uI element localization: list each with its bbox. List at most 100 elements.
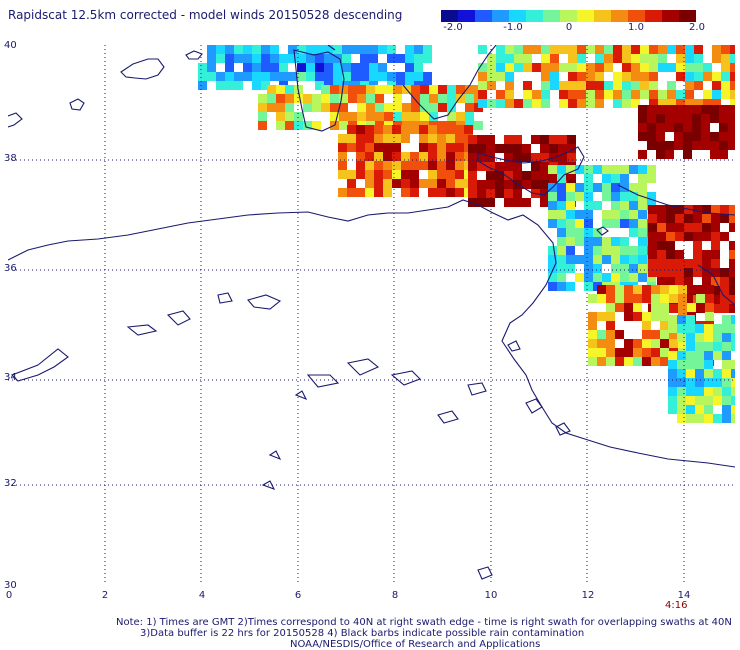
wind-cell: [540, 153, 549, 162]
wind-cell: [702, 277, 711, 286]
wind-cell: [294, 94, 303, 103]
wind-cell: [622, 72, 631, 81]
wind-cell: [710, 150, 719, 159]
wind-cell: [588, 294, 597, 303]
wind-cell: [392, 170, 401, 179]
wind-cell: [629, 228, 638, 237]
wind-cell: [647, 273, 656, 282]
wind-cell: [496, 99, 505, 108]
wind-cell: [312, 94, 321, 103]
wind-cell: [675, 214, 684, 223]
wind-cell: [261, 81, 270, 90]
wind-cell: [606, 321, 615, 330]
wind-cell: [496, 90, 505, 99]
colorbar-swatch: [543, 10, 560, 22]
wind-cell: [504, 135, 513, 144]
wind-cell: [288, 45, 297, 54]
wind-cell: [684, 214, 693, 223]
wind-cell: [692, 132, 701, 141]
wind-cell: [548, 273, 557, 282]
wind-cell: [647, 123, 656, 132]
wind-cell: [575, 237, 584, 246]
wind-cell: [567, 171, 576, 180]
wind-cell: [593, 201, 602, 210]
wind-cell: [722, 360, 731, 369]
wind-cell: [722, 351, 731, 360]
wind-cell: [695, 405, 704, 414]
wind-cell: [285, 94, 294, 103]
wind-cell: [666, 250, 675, 259]
wind-cell: [288, 54, 297, 63]
wind-cell: [595, 90, 604, 99]
wind-cell: [695, 351, 704, 360]
wind-cell: [633, 339, 642, 348]
wind-cell: [446, 188, 455, 197]
wind-cell: [597, 285, 606, 294]
colorbar-swatch: [509, 10, 526, 22]
wind-cell: [276, 85, 285, 94]
wind-cell: [657, 250, 666, 259]
wind-cell: [606, 339, 615, 348]
wind-cell: [597, 348, 606, 357]
wind-cell: [504, 198, 513, 207]
wind-cell: [428, 188, 437, 197]
wind-cell: [438, 94, 447, 103]
wind-cell: [522, 171, 531, 180]
wind-cell: [258, 121, 267, 130]
wind-cell: [523, 54, 532, 63]
wind-cell: [330, 112, 339, 121]
wind-cell: [505, 54, 514, 63]
wind-cell: [633, 357, 642, 366]
wind-cell: [198, 81, 207, 90]
wind-cell: [393, 103, 402, 112]
wind-cell: [584, 255, 593, 264]
wind-cell: [374, 143, 383, 152]
wind-cell: [437, 125, 446, 134]
wind-cell: [321, 103, 330, 112]
wind-cell: [540, 135, 549, 144]
wind-cell: [647, 165, 656, 174]
wind-cell: [270, 72, 279, 81]
wind-cell: [613, 90, 622, 99]
wind-cell: [557, 255, 566, 264]
wind-cell: [315, 63, 324, 72]
wind-cell: [602, 273, 611, 282]
wind-cell: [711, 205, 720, 214]
wind-cell: [348, 85, 357, 94]
wind-cell: [477, 144, 486, 153]
wind-cell: [566, 282, 575, 291]
wind-cell: [640, 63, 649, 72]
wind-cell: [685, 81, 694, 90]
wind-cell: [631, 54, 640, 63]
wind-cell: [728, 114, 735, 123]
wind-cell: [514, 99, 523, 108]
wind-cell: [638, 201, 647, 210]
colorbar-swatch: [492, 10, 509, 22]
wind-cell: [486, 135, 495, 144]
wind-cell: [532, 45, 541, 54]
wind-cell: [693, 223, 702, 232]
wind-cell: [720, 286, 729, 295]
wind-cell: [660, 330, 669, 339]
wind-cell: [651, 312, 660, 321]
wind-cell: [651, 294, 660, 303]
wind-cell: [656, 141, 665, 150]
colorbar-swatch: [645, 10, 662, 22]
wind-cell: [568, 45, 577, 54]
wind-cell: [631, 81, 640, 90]
wind-cell: [541, 90, 550, 99]
wind-cell: [252, 63, 261, 72]
wind-cell: [684, 223, 693, 232]
wind-cell: [258, 103, 267, 112]
wind-cell: [721, 90, 730, 99]
wind-cell: [577, 63, 586, 72]
wind-cell: [711, 286, 720, 295]
colorbar-swatch: [594, 10, 611, 22]
wind-cell: [711, 241, 720, 250]
wind-cell: [669, 294, 678, 303]
wind-cell: [631, 90, 640, 99]
wind-cell: [351, 63, 360, 72]
wind-cell: [566, 246, 575, 255]
wind-cell: [640, 45, 649, 54]
wind-cell: [620, 201, 629, 210]
